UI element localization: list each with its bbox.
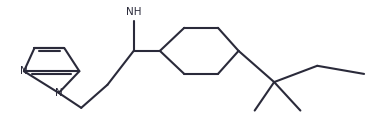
Text: NH: NH <box>126 7 141 17</box>
Text: N: N <box>20 66 28 76</box>
Text: N: N <box>55 88 63 98</box>
